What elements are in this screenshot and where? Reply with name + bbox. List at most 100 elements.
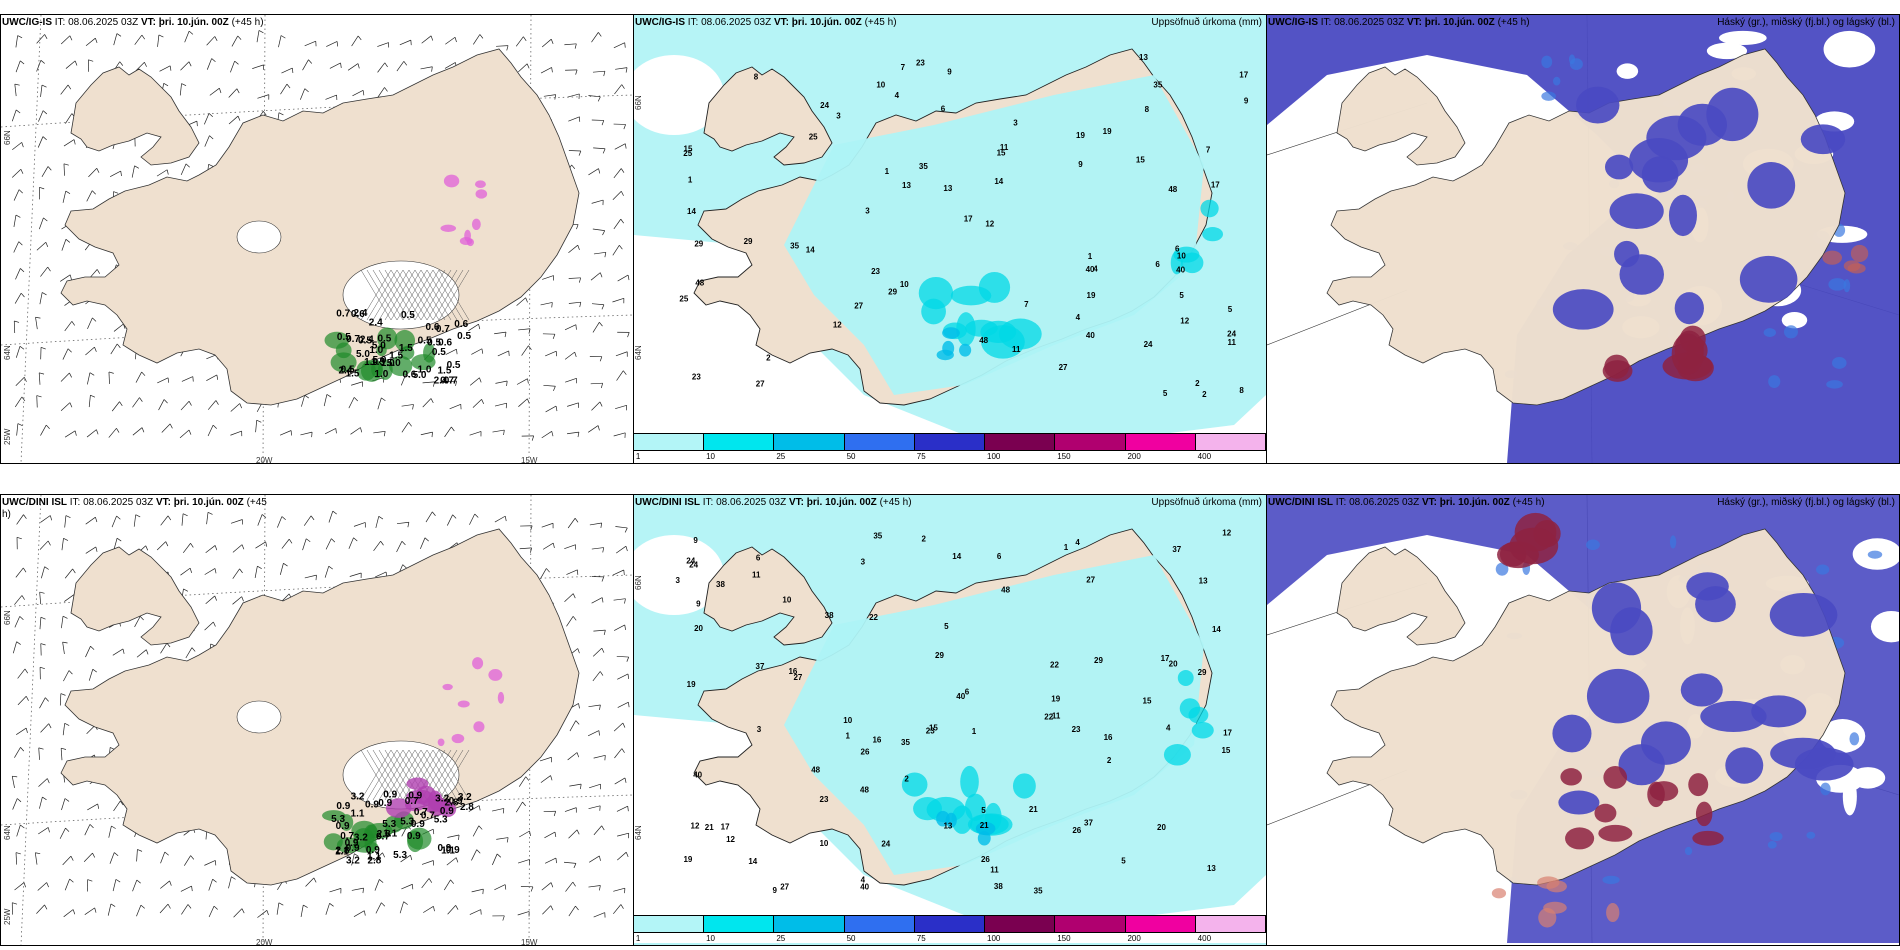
- value-label: 38: [825, 611, 834, 620]
- value-label: 23: [820, 795, 829, 804]
- value-label: 5.0: [413, 370, 427, 381]
- axis-label: 25W: [3, 908, 12, 925]
- value-label: 40: [1086, 265, 1095, 274]
- value-label: 5.3: [331, 814, 345, 825]
- value-label: 22: [869, 613, 878, 622]
- high-cloud-layer: [1602, 244, 1869, 382]
- legend-swatch: [1125, 434, 1196, 450]
- legend-swatch: [634, 434, 705, 450]
- value-label: 5: [1228, 305, 1233, 314]
- value-label: 27: [854, 301, 863, 310]
- value-label: 35: [790, 241, 799, 250]
- legend-tick-label: 50: [846, 934, 856, 943]
- value-label: 0.5: [457, 331, 471, 342]
- value-label: 19: [1051, 694, 1060, 703]
- lead-time: (+45 h): [1497, 17, 1530, 28]
- vt-label: VT:: [1406, 17, 1422, 28]
- value-label: 24: [820, 101, 829, 110]
- value-label: 9: [772, 886, 777, 895]
- value-label: 23: [926, 727, 935, 736]
- value-label: 24: [1144, 340, 1153, 349]
- legend-swatch: [774, 916, 845, 932]
- value-label: 16: [788, 667, 797, 676]
- vt-value: þri. 10.jún. 00Z: [1439, 497, 1510, 508]
- value-label: 6: [756, 553, 761, 562]
- axis-label: 15W: [521, 456, 538, 464]
- value-label: 3.2: [458, 792, 472, 803]
- value-label: 0.9: [345, 838, 359, 849]
- value-label: 23: [916, 59, 925, 68]
- value-label: 8: [1239, 386, 1244, 395]
- value-label: 5: [1163, 389, 1168, 398]
- value-label: 4: [1075, 538, 1080, 547]
- value-label: 7: [1206, 145, 1211, 154]
- axis-label: 64N: [634, 825, 643, 840]
- panel-bottom-mid-precip-map: 2 1 4 5 3 10 16 12 14 29 13 11 15 21 27 22 37 40 35 38 26 24 1…: [633, 494, 1267, 946]
- it-label: IT:: [1335, 497, 1347, 508]
- value-label: 2.4: [434, 376, 448, 387]
- legend-swatch: [1195, 434, 1266, 450]
- value-label: 29: [935, 651, 944, 660]
- map-canvas: 3215412987101514242740481935232925116131…: [634, 15, 1266, 463]
- high-cloud-layer: [1491, 512, 1724, 928]
- value-label: 19: [1076, 131, 1085, 140]
- precip-type-shading: [324, 174, 488, 382]
- value-label: 0.5: [337, 332, 351, 343]
- value-label: 48: [1168, 185, 1177, 194]
- value-label: 29: [694, 240, 703, 249]
- value-label: 0.9: [383, 789, 397, 800]
- value-label: 17: [1239, 70, 1248, 79]
- vt-value: þri. 10.jún. 00Z: [791, 17, 862, 28]
- precip-color-legend: 1 10 25 50 75 100 150 200 400: [634, 915, 1266, 945]
- value-label: 0.5: [427, 338, 441, 349]
- precip-color-legend: 1 10 25 50 75 100 150 200 400: [634, 433, 1266, 463]
- value-label: 2.8: [460, 802, 474, 813]
- value-label: 12: [1180, 317, 1189, 326]
- value-label: 24: [881, 839, 890, 848]
- value-label: 13: [1199, 576, 1208, 585]
- lead-time: (+45 h): [879, 497, 912, 508]
- axis-label: 66N: [634, 575, 643, 590]
- value-label: 15: [684, 144, 693, 153]
- value-label: 22: [1050, 660, 1059, 669]
- axis-label: 20W: [256, 938, 273, 946]
- value-label: 35: [1153, 81, 1162, 90]
- value-label: 0.6: [454, 319, 468, 330]
- mid-cloud-over-land: [1552, 86, 1846, 330]
- value-label: 0.6: [351, 309, 365, 320]
- value-label: 27: [793, 673, 802, 682]
- model-name: UWC/DINI ISL: [2, 497, 67, 508]
- value-label: 16: [872, 736, 881, 745]
- value-label: 5: [1121, 857, 1126, 866]
- value-label: 29: [1094, 656, 1103, 665]
- it-label: IT:: [1320, 17, 1332, 28]
- value-label: 40: [693, 770, 702, 779]
- value-label: 11: [990, 866, 999, 875]
- value-label: 17: [721, 823, 730, 832]
- legend-swatch: [914, 916, 986, 932]
- value-label: 0.5: [341, 364, 355, 375]
- value-labels: 2145310161214291311152127223740353826241…: [675, 529, 1232, 896]
- legend-tick-label: 10: [706, 452, 716, 461]
- value-label: 1: [972, 727, 977, 736]
- value-label: 5.0: [387, 358, 401, 369]
- value-label: 1.1: [351, 809, 365, 820]
- it-value: 08.06.2025 03Z: [1349, 497, 1420, 508]
- panel-top-left-wind-map: 1.5 0.5 0.6 0.5 0.7 2.4 5.0 1.0 1.5 0.5 0.6 0.5 0.7 2…: [0, 14, 634, 464]
- vt-label: VT:: [773, 17, 789, 28]
- value-label: 12: [726, 835, 735, 844]
- value-label: 26: [861, 747, 870, 756]
- value-label: 14: [806, 246, 815, 255]
- value-label: 0.5: [447, 360, 461, 371]
- value-label: 10: [1177, 252, 1186, 261]
- value-label: 1.5: [371, 357, 385, 368]
- value-label: 1.5: [437, 365, 451, 376]
- value-label: 48: [860, 785, 869, 794]
- dry-sea-areas: [634, 55, 1266, 463]
- value-label: 0.9: [440, 806, 454, 817]
- it-label: IT:: [54, 17, 66, 28]
- value-label: 1: [688, 175, 693, 184]
- value-label: 10: [843, 716, 852, 725]
- value-labels: 1.50.50.60.50.72.45.01.01.50.50.60.50.72…: [336, 308, 471, 386]
- value-label: 35: [1034, 886, 1043, 895]
